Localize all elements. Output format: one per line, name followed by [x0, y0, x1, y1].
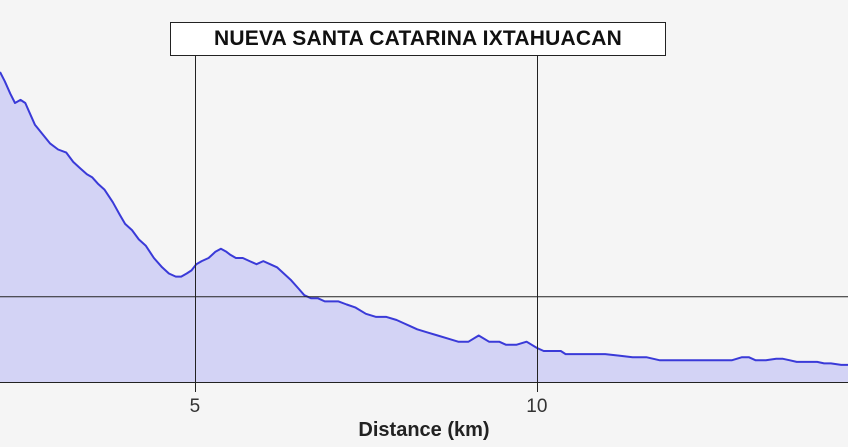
elevation-line	[0, 71, 848, 366]
chart-title: NUEVA SANTA CATARINA IXTAHUACAN	[170, 22, 666, 56]
x-tick-label-5: 5	[189, 396, 201, 417]
elevation-area-fill	[0, 72, 848, 382]
x-tick-label-10: 10	[526, 396, 548, 417]
x-axis-title: Distance (km)	[358, 419, 490, 441]
